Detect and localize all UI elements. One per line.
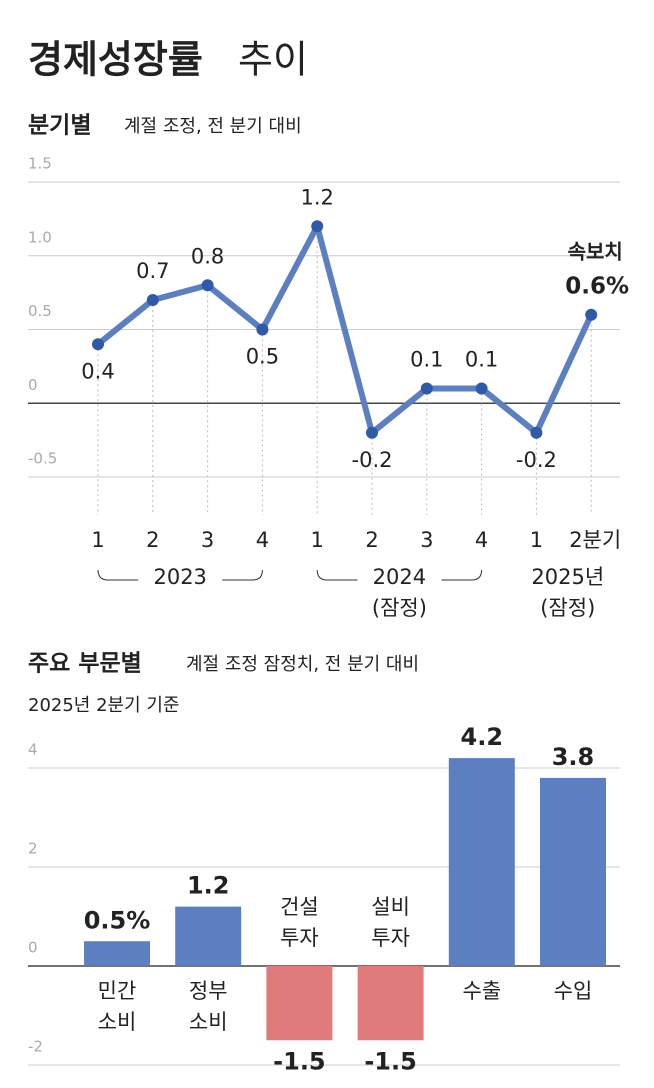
x-tick-label: 투자	[371, 926, 410, 950]
x-tick-label: 수출	[462, 979, 501, 1003]
y-tick-label: 1.0	[28, 228, 52, 246]
bar	[175, 906, 242, 966]
group-note: (잠정)	[372, 596, 427, 620]
x-tick-label: 2	[365, 528, 378, 552]
group-label-bg	[357, 566, 442, 592]
value-label: 0.5	[246, 345, 279, 369]
chart-note: 2025년 2분기 기준	[28, 695, 180, 716]
value-label: 1.2	[300, 185, 333, 209]
bar	[84, 941, 150, 966]
group-label: 2024	[373, 565, 426, 589]
point	[366, 426, 378, 439]
value-label: 0.7	[136, 259, 169, 283]
bar	[540, 777, 606, 966]
chart-title: 분기별	[28, 113, 91, 139]
y-tick-label: 1.5	[28, 155, 52, 173]
title: 경제성장률	[28, 38, 203, 82]
value-label: 4.2	[461, 723, 504, 751]
x-tick-label: 3	[420, 528, 433, 552]
line	[96, 223, 594, 436]
x-tick-label: 2	[146, 528, 159, 552]
value-label: -0.2	[516, 448, 557, 472]
x-tick-label: 정부	[189, 979, 228, 1003]
y-tick-label: 0.5	[28, 302, 52, 320]
group-note: (잠정)	[540, 596, 595, 620]
group-label-bg	[525, 566, 610, 592]
value-label: 0.6%	[565, 273, 629, 299]
title-light: 추이	[238, 38, 308, 82]
chart-title: 주요 부문별	[28, 651, 142, 677]
x-tick-label: 3	[201, 528, 214, 552]
chart-subtitle: 계절 조정, 전 분기 대비	[124, 116, 302, 137]
y-tick-label: 0	[28, 939, 38, 957]
point	[146, 294, 159, 306]
x-tick-label: 건설	[280, 895, 319, 919]
chart-subtitle: 계절 조정 잠정치, 전 분기 대비	[186, 654, 419, 675]
x-tick-label: 소비	[98, 1010, 137, 1034]
group-label-bg	[138, 566, 223, 592]
value-label: 0.5%	[84, 906, 151, 934]
x-tick-label: 투자	[280, 926, 319, 950]
value-label: 0.1	[410, 348, 443, 372]
value-label: -0.2	[352, 448, 393, 472]
value-label: 0.8	[191, 244, 224, 268]
y-tick-label: 0	[28, 376, 38, 394]
x-tick-label: 4	[256, 528, 269, 552]
group-label: 2023	[153, 565, 206, 589]
x-tick-label: 수입	[554, 979, 593, 1003]
annotation: 속보치	[568, 239, 623, 263]
y-tick-label: -2	[28, 1038, 43, 1056]
point	[311, 220, 324, 233]
point	[201, 279, 214, 292]
value-label: 3.8	[552, 743, 595, 771]
bar	[357, 966, 424, 1041]
x-tick-label: 2분기	[569, 528, 621, 552]
point	[530, 426, 543, 439]
bar	[448, 758, 515, 966]
y-tick-label: -0.5	[28, 450, 57, 468]
y-tick-label: 2	[28, 840, 38, 858]
point	[92, 338, 104, 351]
x-tick-label: 설비	[371, 895, 410, 919]
x-tick-label: 1	[311, 528, 324, 552]
x-tick-label: 4	[475, 528, 488, 552]
value-label: 0.4	[81, 359, 114, 383]
value-label: -1.5	[273, 1047, 325, 1075]
point	[256, 323, 269, 336]
x-tick-label: 소비	[189, 1010, 228, 1034]
point	[475, 382, 488, 395]
x-tick-label: 1	[530, 528, 543, 552]
x-tick-label: 1	[91, 528, 104, 552]
value-label: 0.1	[465, 348, 498, 372]
value-label: -1.5	[364, 1047, 416, 1075]
value-label: 1.2	[187, 872, 230, 900]
x-tick-label: 민간	[98, 979, 137, 1003]
group-label: 2025년	[531, 565, 604, 589]
point	[585, 308, 598, 321]
point	[420, 382, 433, 395]
y-tick-label: 4	[28, 741, 38, 759]
bar	[266, 966, 333, 1041]
